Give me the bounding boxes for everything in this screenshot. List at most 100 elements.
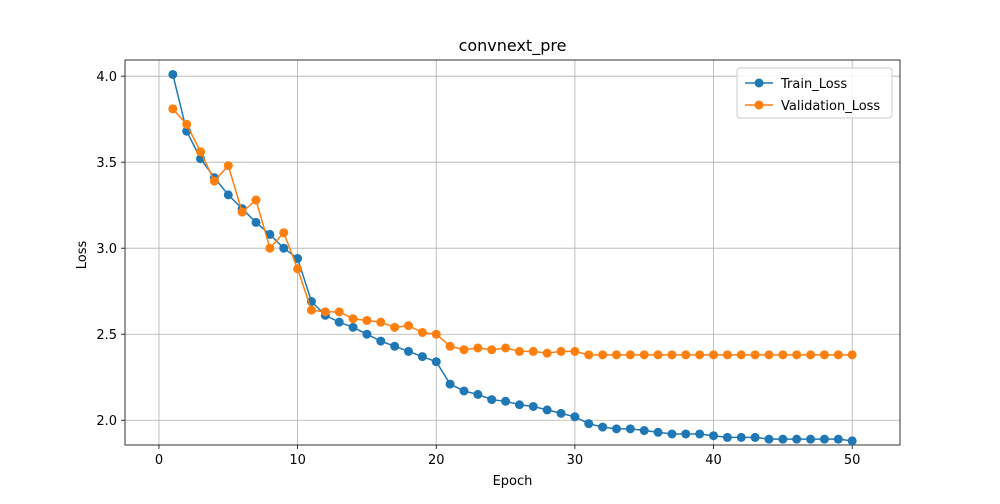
data-point xyxy=(334,317,344,327)
data-point xyxy=(501,396,511,406)
data-point xyxy=(695,429,705,439)
data-point xyxy=(417,352,427,362)
data-point xyxy=(806,434,816,444)
x-tick-label: 40 xyxy=(705,453,722,468)
data-point xyxy=(514,346,524,356)
data-point xyxy=(709,350,719,360)
data-point xyxy=(196,147,206,157)
data-point xyxy=(667,350,677,360)
data-point xyxy=(320,307,330,317)
data-point xyxy=(792,350,802,360)
y-axis-label: Loss xyxy=(75,241,90,270)
data-point xyxy=(778,434,788,444)
data-point xyxy=(501,343,511,353)
data-point xyxy=(306,305,316,315)
data-point xyxy=(362,329,372,339)
data-point xyxy=(625,424,635,434)
data-point xyxy=(265,243,275,253)
data-point xyxy=(556,346,566,356)
data-point xyxy=(528,401,538,411)
data-point xyxy=(459,345,469,355)
data-point xyxy=(764,434,774,444)
data-point xyxy=(390,341,400,351)
data-point xyxy=(528,346,538,356)
data-point xyxy=(279,243,289,253)
data-point xyxy=(819,434,829,444)
data-point xyxy=(847,436,857,446)
data-point xyxy=(695,350,705,360)
data-point xyxy=(473,343,483,353)
data-point xyxy=(792,434,802,444)
data-point xyxy=(265,229,275,239)
legend-swatch-marker xyxy=(754,100,764,110)
data-point xyxy=(639,426,649,436)
data-point xyxy=(376,336,386,346)
data-point xyxy=(431,357,441,367)
data-point xyxy=(833,434,843,444)
data-point xyxy=(182,119,192,129)
data-point xyxy=(168,104,178,114)
data-point xyxy=(459,386,469,396)
data-point xyxy=(542,348,552,358)
data-point xyxy=(681,429,691,439)
legend-swatch-marker xyxy=(754,78,764,88)
y-tick-label: 4.0 xyxy=(96,70,117,85)
data-point xyxy=(653,350,663,360)
data-point xyxy=(806,350,816,360)
data-point xyxy=(639,350,649,360)
data-point xyxy=(833,350,843,360)
data-point xyxy=(348,314,358,324)
data-point xyxy=(722,350,732,360)
plot-frame xyxy=(124,59,901,446)
data-point xyxy=(611,350,621,360)
data-point xyxy=(223,161,233,171)
data-point xyxy=(168,69,178,79)
legend-label: Validation_Loss xyxy=(781,99,880,114)
data-point xyxy=(819,350,829,360)
data-point xyxy=(417,327,427,337)
data-point xyxy=(514,400,524,410)
data-point xyxy=(348,322,358,332)
data-point xyxy=(334,307,344,317)
x-tick-label: 10 xyxy=(289,453,306,468)
data-point xyxy=(570,346,580,356)
series-validation-loss xyxy=(168,104,857,360)
legend: Train_Loss Validation_Loss xyxy=(736,67,893,119)
data-point xyxy=(445,341,455,351)
data-point xyxy=(584,419,594,429)
chart-title: convnext_pre xyxy=(459,36,567,56)
data-point xyxy=(598,350,608,360)
data-point xyxy=(279,228,289,238)
legend-item: Validation_Loss xyxy=(745,99,880,114)
data-point xyxy=(251,217,261,227)
data-point xyxy=(750,432,760,442)
data-point xyxy=(750,350,760,360)
x-tick-label: 30 xyxy=(567,453,584,468)
data-point xyxy=(611,424,621,434)
data-point xyxy=(293,254,303,264)
data-point xyxy=(847,350,857,360)
data-point xyxy=(778,350,788,360)
data-point xyxy=(487,345,497,355)
data-point xyxy=(223,190,233,200)
data-point xyxy=(487,395,497,405)
series-train-loss xyxy=(168,69,857,446)
x-tick-label: 0 xyxy=(155,453,163,468)
series-layer xyxy=(168,69,857,446)
y-tick-label: 3.5 xyxy=(96,156,117,171)
data-point xyxy=(598,422,608,432)
data-point xyxy=(736,350,746,360)
data-point xyxy=(237,207,247,217)
data-point xyxy=(764,350,774,360)
data-point xyxy=(584,350,594,360)
data-point xyxy=(570,412,580,422)
data-point xyxy=(293,264,303,274)
data-point xyxy=(431,329,441,339)
data-point xyxy=(404,321,414,331)
data-point xyxy=(445,379,455,389)
x-tick-label: 50 xyxy=(844,453,861,468)
data-point xyxy=(473,389,483,399)
data-point xyxy=(667,429,677,439)
data-point xyxy=(404,346,414,356)
